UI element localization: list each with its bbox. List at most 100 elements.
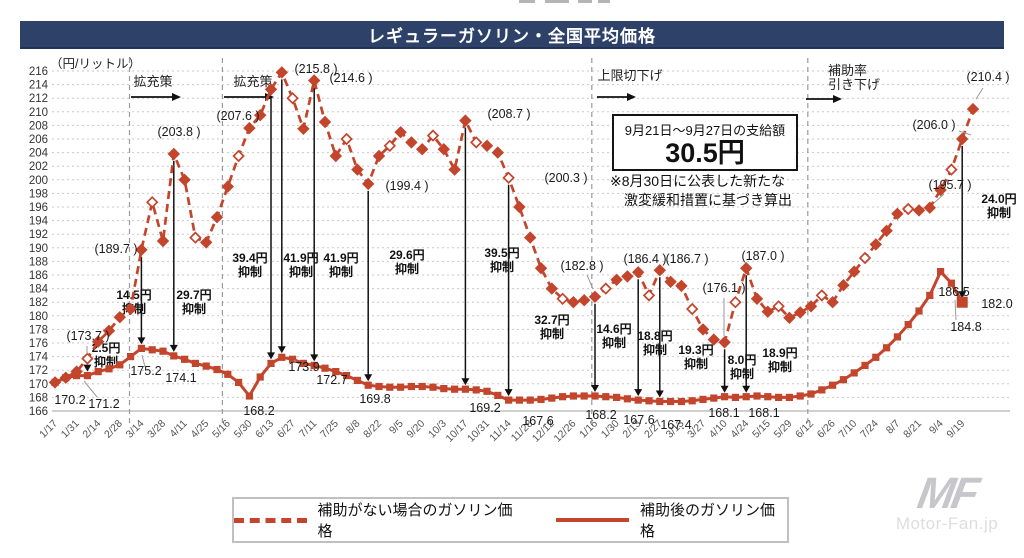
x-tick-label: 5/15 [750,418,773,441]
y-tick-label: 190 [29,243,48,255]
no-subsidy-marker [577,293,591,307]
suppression-amount: 41.9円 [323,251,358,265]
label-leader [83,380,98,398]
chart-title-bar: レギュラーガソリン・全国平均価格 [20,21,1004,49]
no-subsidy-marker [567,295,580,309]
subsidized-marker [645,397,653,405]
suppression-arrow-head [958,291,967,299]
subsidized-marker [591,392,599,400]
subsidized-marker [62,374,70,382]
subsidized-marker [375,382,383,391]
subsidized-marker [148,346,156,354]
subsidized-marker [742,393,750,401]
no-subsidy-value-label: (173.7 ) [66,329,109,343]
subsidized-value-label: 169.2 [469,401,500,415]
event-label: 上限切下げ [597,68,662,83]
suppression-word: 抑制 [540,326,564,341]
suppression-arrow-head [504,389,513,397]
y-tick-label: 192 [29,229,48,241]
dashed-line-sample [234,517,307,523]
y-axis-unit: （円/リットル） [50,57,141,71]
no-subsidy-value-label: (206.0 ) [912,118,955,132]
y-tick-label: 204 [29,148,49,160]
subsidized-marker [483,387,491,395]
no-subsidy-marker [783,311,796,325]
suppression-amount: 8.0円 [728,353,757,367]
subsidized-marker [181,355,189,363]
no-subsidy-marker [610,273,623,287]
x-tick-label: 9/20 [404,418,427,441]
x-tick-label: 5/16 [210,418,233,441]
no-subsidy-marker [869,238,883,251]
label-leader [293,359,300,365]
y-tick-label: 182 [29,297,48,309]
x-tick-label: 8/22 [361,418,384,441]
x-tick-label: 6/13 [253,418,276,441]
no-subsidy-marker [124,302,137,316]
suppression-word: 抑制 [238,264,262,279]
subsidized-marker [580,392,588,400]
no-subsidy-marker [675,279,688,293]
subsidized-marker [569,392,577,400]
subsidized-marker [332,368,340,376]
y-tick-label: 180 [29,311,48,323]
subsidized-marker [505,396,513,404]
suppression-word: 抑制 [395,261,419,276]
label-leader [586,274,594,290]
subsidy-amount-value: 30.5円 [665,138,745,168]
note-line-1: ※8月30日に公表した新たな [610,173,786,189]
subsidized-value-label: 169.8 [359,392,390,406]
suppression-amount: 18.9円 [762,346,797,360]
no-subsidy-marker [718,336,731,349]
subsidized-marker [613,393,621,401]
subsidized-marker [602,393,610,401]
event-label: 拡充策 [133,74,172,89]
no-subsidy-marker [923,201,937,214]
subsidized-marker [159,347,167,355]
suppression-word: 抑制 [602,335,626,350]
y-tick-label: 168 [29,392,48,404]
subsidized-marker [872,353,880,361]
no-subsidy-marker [329,149,343,163]
no-subsidy-marker [469,136,483,149]
subsidized-marker [526,396,534,404]
subsidized-marker [699,395,707,403]
subsidized-marker [429,383,437,391]
no-subsidy-marker [415,142,429,156]
no-subsidy-marker [945,163,958,176]
suppression-word: 抑制 [684,356,708,371]
subsidized-marker [353,376,361,384]
suppression-arrow-head [591,385,599,392]
label-leader [958,130,972,136]
no-subsidy-marker [135,243,148,257]
suppression-arrow-head [742,385,751,393]
x-tick-label: 4/25 [188,418,211,441]
suppression-amount: 14.6円 [596,322,631,336]
subsidized-value-label: 182.0 [981,297,1012,311]
no-subsidy-marker [372,149,386,163]
subsidized-marker [472,386,480,394]
x-tick-label: 7/10 [836,418,859,441]
y-tick-label: 216 [29,66,48,78]
no-subsidy-value-label: (195.7 ) [928,178,971,192]
suppression-arrow-head [310,354,319,362]
subsidized-marker [818,386,826,394]
subsidized-marker [559,393,567,401]
no-subsidy-marker [351,163,364,176]
subsidized-marker [667,397,675,406]
no-subsidy-marker [264,83,278,96]
no-subsidy-marker [631,266,645,279]
no-subsidy-marker [513,200,526,214]
suppression-arrow-head [364,374,373,382]
no-subsidy-marker [523,231,537,244]
no-subsidy-marker [934,183,947,197]
subsidized-marker [764,393,772,401]
no-subsidy-value-label: (182.8 ) [560,259,603,273]
suppression-amount: 24.0円 [981,192,1016,206]
x-tick-label: 1/17 [37,418,60,441]
no-subsidy-marker [502,171,515,185]
label-leader [954,299,957,321]
y-tick-label: 172 [29,365,48,377]
no-subsidy-marker [156,234,170,248]
no-subsidy-marker [91,335,105,348]
